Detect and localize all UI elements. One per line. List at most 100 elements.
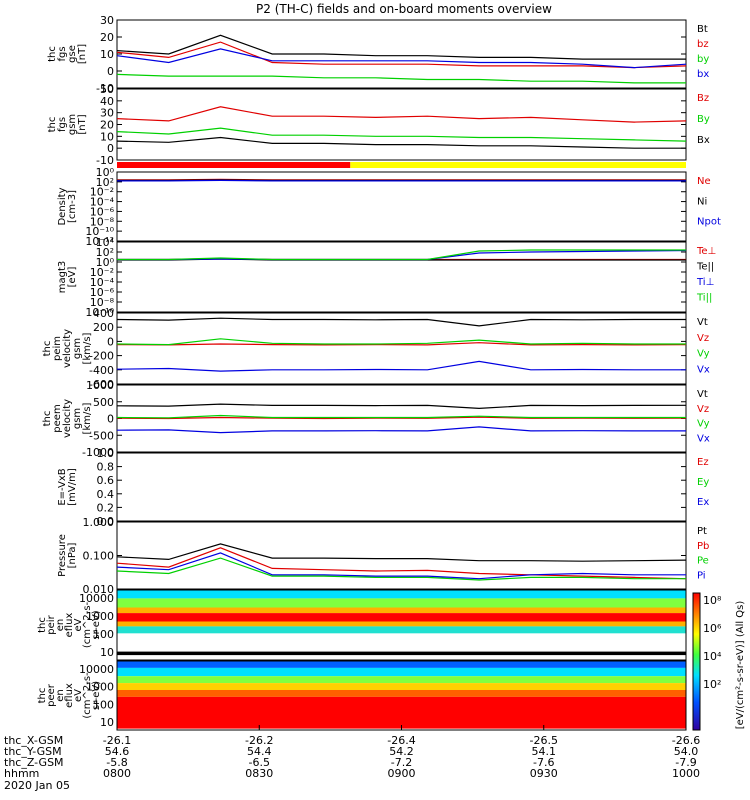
spec-band-4 (117, 621, 686, 627)
series-by (116, 73, 686, 84)
ylabel-line: Density (57, 187, 68, 225)
ytick-label: 1000 (86, 379, 114, 392)
legend-Pb: Pb (697, 541, 709, 552)
spec-band-7 (117, 651, 686, 656)
ytick-label: 10⁻⁶ (90, 205, 115, 218)
series-Vx (116, 426, 686, 434)
xaxis-row-label: thc_X-GSM (4, 734, 63, 747)
ylabel-line: gse (67, 45, 78, 63)
ylabel-line: fgs (57, 117, 68, 132)
ytick-label: 20 (100, 119, 114, 132)
ylabel: thcpeerenefluxeV(cm^2-s-sr-eV) (37, 672, 102, 719)
ylabel-line: thc (37, 617, 48, 633)
ylabel-line: thc (42, 341, 53, 357)
ytick-label: -200 (89, 350, 114, 363)
ytick-label: 0.010 (83, 583, 115, 596)
ytick-label: 1.0 (97, 447, 115, 460)
legend-Vz: Vz (697, 333, 709, 344)
ytick-label: 500 (93, 396, 114, 409)
colorbar-tick: 10⁸ (703, 594, 722, 607)
ytick-label: 30 (100, 107, 114, 120)
ylabel-line: eflux (64, 613, 75, 638)
series-bz (116, 41, 687, 69)
ylabel: E=-VxB[mV/m] (57, 468, 78, 506)
legend-Vt: Vt (697, 389, 708, 400)
ytick-label: 0.6 (97, 474, 115, 487)
ylabel: Density[cm-3] (57, 187, 78, 225)
legend-Ey: Ey (697, 477, 709, 488)
ytick-label: 1000 (86, 681, 114, 694)
ylabel-line: peir (46, 614, 57, 634)
legend-Te||: Te|| (696, 262, 714, 273)
ytick-label: 10⁻¹⁰ (85, 225, 114, 238)
ytick-label: 40 (100, 95, 114, 108)
ytick-label: -500 (89, 429, 114, 442)
legend-Bt: Bt (697, 24, 708, 35)
panels: 3020100-10thcfgsgse[nT]Btbzbybx504030201… (42, 14, 721, 596)
ylabel-line: [km/s] (82, 332, 93, 364)
ylabel: magt3[eV] (57, 261, 78, 294)
ylabel-line: E=-VxB (57, 468, 68, 505)
xaxis-value: 54.2 (389, 745, 414, 758)
series-Ti|| (117, 249, 686, 261)
x-axis: thc_X-GSM -26.1 -26.2 -26.4 -26.5 -26.6 thc_Y-… (4, 725, 700, 792)
xaxis-value: 54.1 (532, 745, 557, 758)
ylabel-line: sr-eV) (91, 681, 102, 710)
xaxis-value: 0830 (245, 767, 273, 780)
ylabel-line: fgs (57, 46, 68, 61)
series-Vz (116, 416, 687, 420)
ylabel-line: thc (47, 117, 58, 133)
ylabel-line: [mV/m] (67, 468, 78, 506)
legend-Vx: Vx (697, 364, 710, 375)
ylabel: thcfgsgse[nT] (47, 44, 88, 64)
series-Pt (116, 543, 687, 562)
ylabel-line: thc (37, 688, 48, 704)
series-Pe (116, 557, 686, 581)
legend-Ni: Ni (697, 196, 707, 207)
legend-Ne: Ne (697, 176, 711, 187)
panel-pressure: 1.000 0.100 0.010 Pressure[nPa] Pt Pb Pe Pi (57, 516, 709, 596)
series-Pb (116, 547, 687, 580)
ylabel-line: gsm (72, 338, 83, 359)
ylabel-line: velocity (62, 399, 73, 438)
ylabel: thcfgsgsm[nT] (47, 114, 88, 135)
ylabel: thcpeimvelocitygsm[km/s] (42, 329, 93, 368)
ylabel-line: en (55, 689, 66, 702)
ylabel: Pressure[nPa] (57, 534, 78, 577)
ylabel-line: [cm-3] (67, 190, 78, 223)
xaxis-date: 2020 Jan 05 (4, 779, 70, 792)
ytick-label: 10 (100, 48, 114, 61)
ytick-label: 10⁰ (96, 256, 115, 269)
panel-frame (116, 88, 687, 161)
legend-Bx: Bx (697, 135, 710, 146)
mode-segment-0 (117, 162, 351, 168)
series-Bz (116, 106, 687, 123)
ytick-label: 10⁻² (90, 186, 114, 199)
ytick-label: 0 (107, 65, 114, 78)
ylabel-line: velocity (62, 329, 73, 368)
xaxis-value: 54.6 (105, 745, 130, 758)
ylabel-line: en (55, 619, 66, 632)
legend-bx: bx (697, 69, 709, 80)
ylabel-line: peer (46, 683, 57, 707)
legend-Vy: Vy (697, 419, 710, 430)
legend-Vy: Vy (697, 349, 710, 360)
mode-segment-1 (350, 162, 686, 168)
spec-band-3 (117, 613, 686, 622)
ytick-label: 30 (100, 14, 114, 27)
series-Vt (116, 403, 687, 410)
ytick-label: 0.2 (97, 501, 115, 514)
ylabel-line: gsm (72, 408, 83, 429)
series-Vx (116, 360, 686, 372)
series-Npot (117, 179, 686, 182)
xaxis-row-label: hhmm (4, 767, 39, 780)
xaxis-value: 54.4 (247, 745, 272, 758)
xaxis-value: 0930 (530, 767, 558, 780)
legend-Vx: Vx (697, 433, 710, 444)
xaxis-value: 1000 (672, 767, 700, 780)
ytick-label: 0 (107, 335, 114, 348)
legend-Bz: Bz (697, 93, 709, 104)
